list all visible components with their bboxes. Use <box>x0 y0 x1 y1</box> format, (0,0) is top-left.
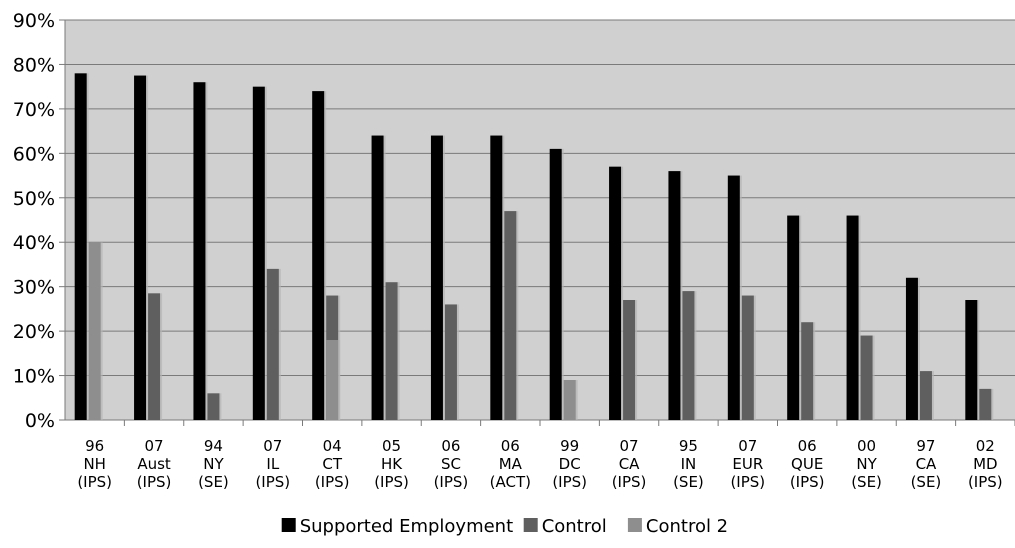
x-tick-label: (IPS) <box>612 473 647 491</box>
x-tick-label: DC <box>559 455 581 473</box>
x-tick-label: 99 <box>560 437 579 455</box>
bar <box>905 277 918 420</box>
x-tick-label: (SE) <box>673 473 704 491</box>
x-tick-label: 07 <box>620 437 639 455</box>
bar <box>252 86 265 421</box>
x-tick-label: 07 <box>263 437 282 455</box>
x-tick-label: SC <box>441 455 461 473</box>
y-tick-label: 80% <box>13 54 55 76</box>
bar <box>490 135 503 421</box>
x-tick-label: 94 <box>204 437 223 455</box>
y-tick-label: 70% <box>13 99 55 121</box>
bar <box>312 91 325 420</box>
x-tick-label: NY <box>203 455 224 473</box>
x-tick-label: NY <box>856 455 877 473</box>
y-tick-label: 40% <box>13 232 55 254</box>
x-tick-label: (IPS) <box>790 473 825 491</box>
bar <box>563 380 576 420</box>
x-tick-label: (IPS) <box>77 473 112 491</box>
x-tick-label: (IPS) <box>137 473 172 491</box>
legend-label: Control 2 <box>646 516 728 537</box>
x-tick-label: (SE) <box>198 473 229 491</box>
bar <box>623 300 636 420</box>
x-tick-label: 96 <box>85 437 104 455</box>
x-tick-label: (IPS) <box>434 473 469 491</box>
bar <box>88 242 101 420</box>
x-tick-label: IL <box>266 455 279 473</box>
x-tick-label: 06 <box>798 437 817 455</box>
bar <box>504 211 517 420</box>
x-tick-label: MA <box>499 455 523 473</box>
bar <box>787 215 800 420</box>
x-tick-label: CA <box>619 455 640 473</box>
x-tick-label: 95 <box>679 437 698 455</box>
bar <box>965 300 978 420</box>
legend-swatch <box>281 518 296 532</box>
x-tick-label: EUR <box>732 455 763 473</box>
bar <box>385 282 398 420</box>
y-tick-label: 20% <box>13 321 55 343</box>
legend-label: Supported Employment <box>300 516 513 537</box>
x-tick-label: 07 <box>145 437 164 455</box>
bar <box>74 73 87 420</box>
bar <box>371 135 384 421</box>
bar <box>727 175 740 420</box>
bar <box>549 148 562 420</box>
y-tick-label: 0% <box>25 410 55 432</box>
x-tick-label: (IPS) <box>255 473 290 491</box>
bar <box>430 135 443 421</box>
y-tick-label: 60% <box>13 143 55 165</box>
x-tick-label: (IPS) <box>968 473 1003 491</box>
x-tick-label: 97 <box>916 437 935 455</box>
x-tick-label: (SE) <box>851 473 882 491</box>
x-tick-label: NH <box>83 455 106 473</box>
bar <box>134 75 147 421</box>
bar <box>609 166 622 420</box>
y-tick-label: 50% <box>13 188 55 210</box>
x-tick-label: HK <box>381 455 403 473</box>
y-tick-label: 30% <box>13 277 55 299</box>
x-tick-label: (IPS) <box>374 473 409 491</box>
x-tick-label: (ACT) <box>490 473 531 491</box>
bar <box>668 171 681 420</box>
legend-label: Control <box>542 516 607 537</box>
bar <box>444 304 457 420</box>
x-tick-label: (IPS) <box>315 473 350 491</box>
legend-swatch <box>627 518 642 532</box>
x-tick-label: Aust <box>137 455 171 473</box>
x-tick-label: 05 <box>382 437 401 455</box>
x-tick-label: IN <box>681 455 697 473</box>
legend-swatch <box>523 518 538 532</box>
bar <box>741 295 754 420</box>
x-tick-label: MD <box>973 455 998 473</box>
x-tick-label: 00 <box>857 437 876 455</box>
bar <box>682 291 695 420</box>
bar <box>979 388 992 420</box>
bar <box>193 82 206 420</box>
bar <box>207 393 220 420</box>
x-tick-label: QUE <box>791 455 823 473</box>
bar <box>266 268 279 420</box>
x-tick-label: 07 <box>738 437 757 455</box>
x-tick-label: CT <box>322 455 342 473</box>
x-tick-label: 04 <box>323 437 342 455</box>
bar <box>148 293 161 420</box>
bar <box>801 322 814 420</box>
x-tick-label: CA <box>916 455 937 473</box>
bar <box>919 371 932 420</box>
bar <box>860 335 873 420</box>
x-tick-label: 02 <box>976 437 995 455</box>
bar <box>326 340 339 420</box>
x-tick-label: 06 <box>501 437 520 455</box>
y-tick-label: 10% <box>13 366 55 388</box>
x-tick-label: (SE) <box>911 473 942 491</box>
bar <box>846 215 859 420</box>
x-tick-label: 06 <box>441 437 460 455</box>
x-tick-label: (IPS) <box>552 473 587 491</box>
y-tick-label: 90% <box>13 10 55 32</box>
x-tick-label: (IPS) <box>730 473 765 491</box>
